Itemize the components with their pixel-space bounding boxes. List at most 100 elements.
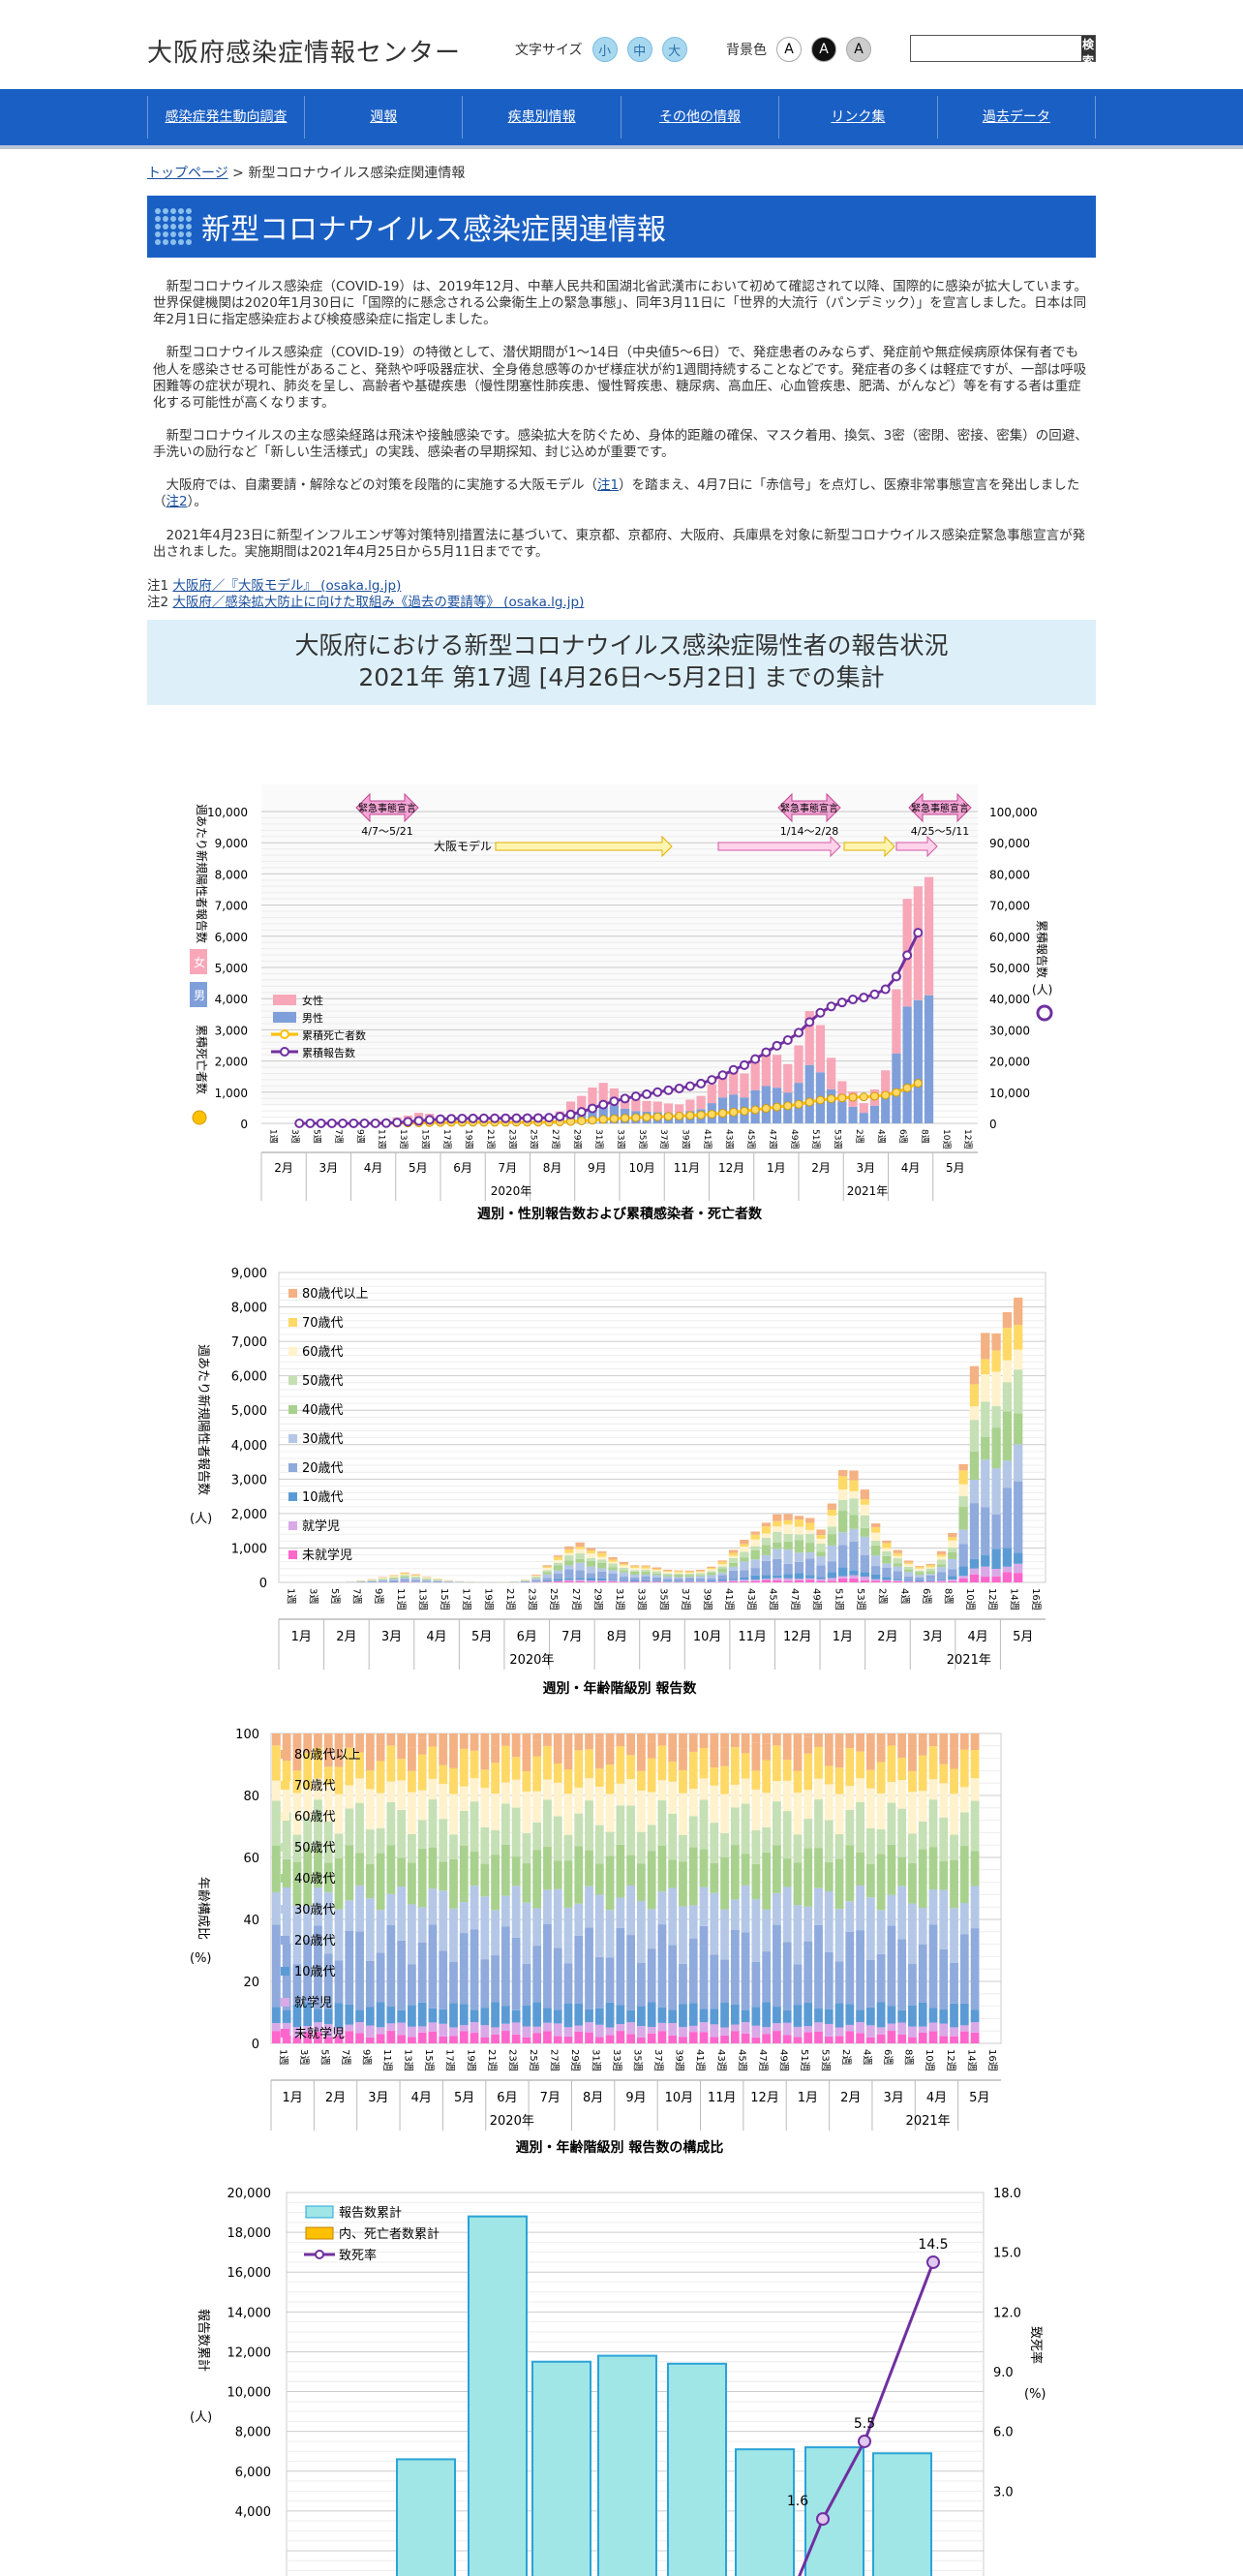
- c3-bar-segment: [751, 2038, 760, 2043]
- c3-bar-segment: [803, 2033, 812, 2043]
- c3-bar-segment: [720, 2028, 729, 2036]
- c3-bar-segment: [491, 1910, 500, 1955]
- c2-bar-segment: [871, 1546, 880, 1555]
- chart1-ytick-right: 30,000: [989, 1024, 1030, 1037]
- c2-bar-segment: [564, 1580, 573, 1581]
- c3-ytick: 80: [243, 1790, 259, 1804]
- chart1-deaths-point: [849, 1093, 857, 1101]
- c2-bar-segment: [828, 1534, 836, 1546]
- c2-bar-segment: [816, 1581, 825, 1582]
- note1-ref-link[interactable]: 注1: [597, 477, 619, 493]
- c2-bar-segment: [828, 1526, 836, 1534]
- font-size-large-button[interactable]: 大: [662, 37, 687, 62]
- c3-bar-segment: [595, 2025, 604, 2038]
- font-size-small-button[interactable]: 小: [592, 37, 618, 62]
- c3-xtick: 41週: [694, 2049, 706, 2071]
- chart4-bar: [668, 2364, 726, 2576]
- c3-bar-segment: [512, 2022, 521, 2034]
- chart3-caption: 週別・年齢階級別 報告数の構成比: [516, 2139, 724, 2156]
- site-title[interactable]: 大阪府感染症情報センター: [147, 33, 461, 69]
- nav-links[interactable]: リンク集: [779, 96, 937, 138]
- c3-bar-segment: [731, 2005, 740, 2025]
- c3-bar-segment: [460, 2004, 469, 2025]
- note2-link[interactable]: 大阪府／感染拡大防止に向けた取組み《過去の要請等》 (osaka.lg.jp): [172, 595, 584, 610]
- c2-bar-segment: [926, 1581, 935, 1582]
- chart1-legend-item: 女性: [302, 994, 323, 1007]
- c2-bar-segment: [707, 1572, 715, 1573]
- c2-bar-segment: [894, 1558, 902, 1563]
- c3-bar-segment: [626, 2034, 635, 2043]
- c3-bar-segment: [710, 1954, 718, 2009]
- c3-bar-segment: [377, 1794, 385, 1828]
- search-input[interactable]: [911, 36, 1081, 61]
- c3-bar-segment: [439, 2009, 447, 2024]
- c2-bar-segment: [991, 1427, 1000, 1468]
- search-button[interactable]: 検索: [1081, 36, 1095, 61]
- c2-bar-segment: [564, 1569, 573, 1579]
- breadcrumb-home[interactable]: トップページ: [147, 166, 228, 181]
- c2-bar-segment: [937, 1580, 946, 1581]
- c2-bar-segment: [882, 1551, 891, 1556]
- c2-bar-segment: [948, 1541, 956, 1548]
- c2-bar-segment: [861, 1572, 869, 1577]
- bg-white-button[interactable]: A: [776, 37, 802, 62]
- c2-bar-segment: [1014, 1414, 1022, 1445]
- c2-bar-segment: [422, 1580, 431, 1581]
- c2-bar-segment: [937, 1581, 946, 1582]
- chart1-cum-point: [512, 1115, 520, 1122]
- c3-bar-segment: [335, 1858, 344, 1910]
- c2-bar-segment: [740, 1547, 748, 1551]
- chart1-bar-male: [870, 1106, 879, 1123]
- nav-past-data[interactable]: 過去データ: [938, 96, 1096, 138]
- c3-bar-segment: [658, 2008, 667, 2023]
- c2-bar-segment: [773, 1532, 781, 1543]
- nav-other[interactable]: その他の情報: [622, 96, 779, 138]
- c2-bar-segment: [729, 1581, 738, 1582]
- c2-bar-segment: [948, 1579, 956, 1581]
- c3-bar-segment: [762, 1910, 771, 1951]
- chart1-cum-point: [741, 1061, 748, 1069]
- c3-bar-segment: [888, 1782, 896, 1802]
- c3-bar-segment: [794, 1905, 803, 1964]
- c3-bar-segment: [658, 1800, 667, 1846]
- note1-link[interactable]: 大阪府／『大阪モデル』 (osaka.lg.jp): [172, 578, 401, 594]
- c2-bar-segment: [389, 1581, 398, 1582]
- c3-bar-segment: [731, 1747, 740, 1785]
- c3-bar-segment: [648, 2034, 656, 2043]
- chart1-cum-point: [567, 1111, 575, 1119]
- chart1-deaths-point: [828, 1095, 835, 1103]
- c2-bar-segment: [575, 1579, 584, 1580]
- c3-bar-segment: [345, 1900, 353, 1930]
- nav-surveillance[interactable]: 感染症発生動向調査: [147, 96, 305, 138]
- chart1-deaths-point: [664, 1113, 672, 1120]
- chart1-ytick-right: 70,000: [989, 900, 1030, 913]
- c2-month: 1月: [833, 1630, 853, 1644]
- c2-bar-segment: [597, 1553, 606, 1557]
- c3-bar-segment: [523, 1964, 531, 2006]
- bg-black-button[interactable]: A: [811, 37, 836, 62]
- c3-bar-segment: [908, 2038, 917, 2043]
- font-size-medium-button[interactable]: 中: [627, 37, 652, 62]
- c2-bar-segment: [773, 1559, 781, 1576]
- c3-year: 2021年: [906, 2114, 951, 2129]
- c3-bar-segment: [783, 1942, 792, 2009]
- c2-bar-segment: [652, 1570, 661, 1571]
- c2-bar-segment: [958, 1567, 967, 1577]
- emergency-label: 緊急事態宣言: [358, 802, 416, 814]
- c3-bar-segment: [919, 1733, 927, 1739]
- chart1-deaths-point: [578, 1117, 586, 1124]
- c3-bar-segment: [460, 2025, 469, 2031]
- bg-gray-button[interactable]: A: [846, 37, 871, 62]
- c3-bar-segment: [783, 2023, 792, 2036]
- chart1-cum-point: [545, 1114, 553, 1121]
- chart1-bar-female: [773, 1055, 781, 1088]
- c3-bar-segment: [668, 1782, 677, 1814]
- c3-bar-segment: [762, 1733, 771, 1744]
- c2-bar-segment: [433, 1581, 441, 1582]
- c2-bar-segment: [400, 1581, 409, 1582]
- c2-bar-segment: [444, 1581, 453, 1582]
- nav-weekly[interactable]: 週報: [305, 96, 463, 138]
- chart1-xtick: 12週: [962, 1129, 973, 1149]
- nav-diseases[interactable]: 疾患別情報: [463, 96, 621, 138]
- note2-ref-link[interactable]: 注2: [167, 494, 188, 509]
